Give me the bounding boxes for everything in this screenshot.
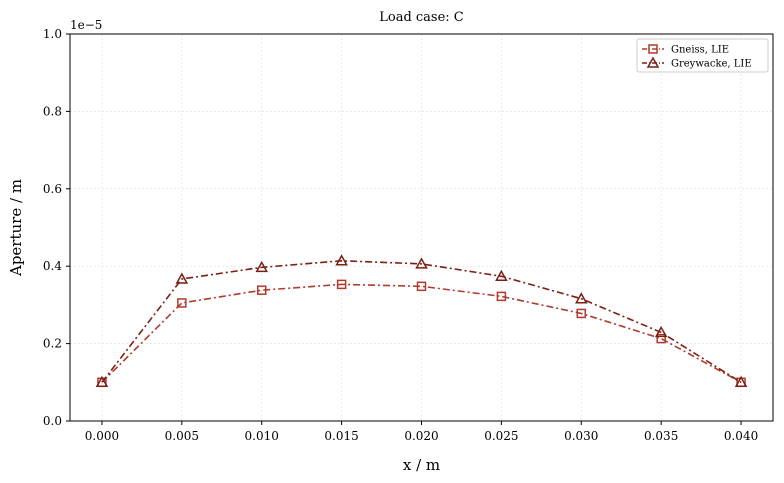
series-layer: [95, 254, 748, 388]
legend-label: Gneiss, LIE: [671, 45, 729, 56]
x-tick-label: 0.000: [85, 429, 119, 443]
triangle-marker: [175, 272, 189, 284]
triangle-marker: [495, 269, 508, 282]
triangle-marker: [335, 254, 348, 266]
x-axis-title: x / m: [403, 456, 440, 474]
y-tick-label: 0.2: [43, 337, 62, 351]
x-tick-label: 0.030: [564, 429, 598, 443]
square-marker: [416, 281, 427, 292]
legend-item: Gneiss, LIE: [642, 44, 729, 56]
square-marker: [576, 308, 587, 319]
triangle-marker: [95, 375, 109, 388]
y-tick-label: 0.4: [43, 259, 62, 273]
series-line: [101, 259, 742, 383]
y-axis-title: Aperture / m: [7, 179, 25, 277]
x-axis: 0.000 0.005 0.010 0.015 0.020 0.025 0.030 0.035…: [85, 421, 758, 443]
series-line: [101, 283, 742, 384]
series-1: [97, 279, 746, 388]
x-tick-label: 0.010: [245, 429, 279, 443]
x-tick-label: 0.020: [404, 429, 438, 443]
triangle-marker: [654, 325, 668, 338]
series-2: [95, 254, 748, 388]
y-tick-label: 0.0: [43, 414, 62, 428]
x-tick-label: 0.035: [644, 429, 678, 443]
square-marker: [656, 333, 666, 344]
legend-label: Greywacke, LIE: [671, 59, 752, 70]
x-tick-label: 0.040: [724, 429, 758, 443]
square-marker: [496, 291, 507, 302]
y-tick-label: 0.6: [43, 182, 62, 196]
x-tick-label: 0.025: [484, 429, 518, 443]
y-axis: 0.0 0.2 0.4 0.6 0.8 1.0: [43, 27, 70, 428]
legend-items: Gneiss, LIE Greywacke, LIE: [642, 44, 752, 70]
y-axis-offset-label: 1e−5: [70, 18, 102, 32]
triangle-marker: [734, 375, 748, 388]
x-tick-label: 0.015: [324, 429, 358, 443]
y-tick-label: 0.8: [43, 104, 62, 118]
legend: Gneiss, LIE Greywacke, LIE: [636, 38, 769, 73]
triangle-marker: [415, 257, 428, 269]
y-tick-label: 1.0: [43, 27, 62, 41]
plot-frame: [69, 33, 774, 422]
triangle-marker: [646, 56, 660, 68]
square-marker: [336, 279, 347, 290]
legend-item: Greywacke, LIE: [642, 56, 752, 70]
chart-title: Load case: C: [379, 10, 464, 25]
x-tick-label: 0.005: [165, 429, 199, 443]
triangle-marker: [255, 260, 269, 273]
square-marker: [256, 285, 267, 295]
square-marker: [177, 298, 187, 308]
square-marker: [648, 44, 658, 54]
triangle-marker: [574, 292, 588, 304]
legend-box: [636, 38, 769, 73]
